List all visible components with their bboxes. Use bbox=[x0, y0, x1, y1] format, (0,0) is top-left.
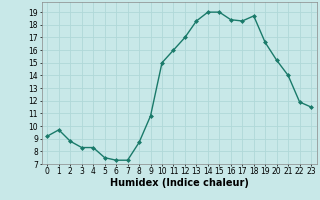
X-axis label: Humidex (Indice chaleur): Humidex (Indice chaleur) bbox=[110, 178, 249, 188]
